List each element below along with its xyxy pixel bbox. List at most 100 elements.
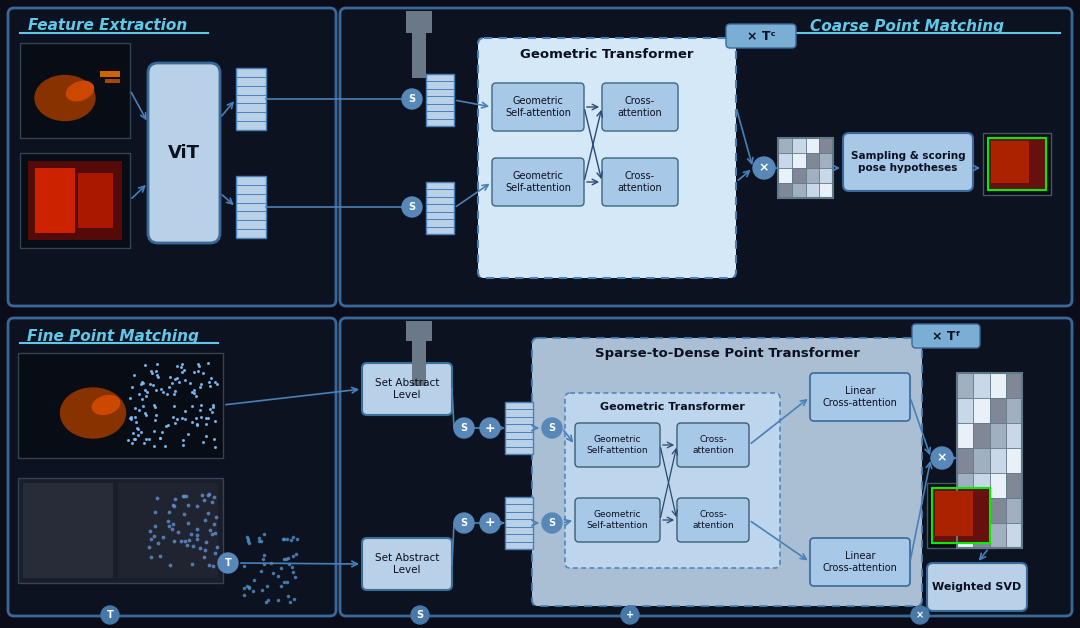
Point [122,413,139,423]
Point [136,438,153,448]
Bar [35,168,75,233]
Point [132,379,149,389]
Text: Geometric
Self-attention: Geometric Self-attention [586,435,648,455]
Point [125,435,143,445]
Circle shape [542,513,562,533]
FancyBboxPatch shape [8,8,336,306]
Point [177,406,194,416]
Point [201,381,218,391]
Point [130,430,147,440]
Point [177,414,194,425]
Point [184,417,201,427]
Point [275,577,293,587]
Point [165,389,183,399]
Point [245,575,262,585]
Bar [778,138,833,198]
Point [165,536,183,546]
Point [170,527,187,537]
Point [134,394,151,404]
Point [129,423,146,433]
FancyBboxPatch shape [340,318,1072,616]
Point [195,552,213,562]
Bar [957,373,973,398]
Text: +: + [485,516,496,529]
Ellipse shape [35,75,95,121]
Point [125,371,143,381]
Bar [21,43,130,138]
Point [167,373,185,383]
Bar [973,398,989,423]
Point [180,535,198,545]
Point [152,384,170,394]
Point [164,500,181,510]
Point [185,367,202,377]
Point [146,426,163,436]
Point [200,413,217,423]
Point [194,436,212,447]
Point [162,372,179,382]
Point [126,411,144,421]
Point [180,518,198,528]
Point [122,414,139,424]
Bar [989,423,1005,448]
Circle shape [931,447,953,469]
Point [284,563,301,573]
Point [137,410,154,420]
Point [134,401,151,411]
Point [240,582,257,592]
Bar [989,498,1005,523]
Point [127,417,145,427]
Point [126,403,144,413]
Point [269,571,286,582]
Point [192,379,210,389]
FancyBboxPatch shape [912,324,980,348]
Point [189,366,206,376]
Point [158,421,175,431]
Circle shape [102,606,119,624]
Bar [987,137,1047,191]
Point [287,548,305,558]
FancyBboxPatch shape [565,393,780,568]
Point [201,560,218,570]
Point [165,501,183,511]
Point [159,420,176,430]
Bar [820,168,833,183]
Point [255,554,272,564]
Circle shape [411,606,429,624]
Point [279,534,296,544]
Bar [931,487,991,544]
Point [252,536,269,546]
Point [183,387,200,397]
Bar [973,373,989,398]
Point [283,535,300,545]
Text: Sampling & scoring
pose hypotheses: Sampling & scoring pose hypotheses [851,151,966,173]
Point [164,412,181,422]
Point [173,362,190,372]
FancyBboxPatch shape [492,158,584,206]
Ellipse shape [60,388,125,438]
Text: +: + [485,421,496,435]
Bar [1005,373,1022,398]
Bar [957,373,1022,548]
FancyBboxPatch shape [677,423,750,467]
Circle shape [218,553,238,573]
Circle shape [454,513,474,533]
Point [183,558,200,568]
Point [170,377,187,387]
Bar [957,473,973,498]
Point [253,585,270,595]
Circle shape [621,606,639,624]
FancyBboxPatch shape [726,24,796,48]
Point [206,377,224,387]
Point [189,359,206,369]
Point [288,534,306,544]
Point [197,545,214,555]
Bar [820,183,833,198]
Point [132,428,149,438]
Bar [973,498,989,523]
Point [130,425,147,435]
Point [239,581,256,591]
Point [138,387,156,397]
Point [259,595,276,605]
FancyBboxPatch shape [810,538,910,586]
